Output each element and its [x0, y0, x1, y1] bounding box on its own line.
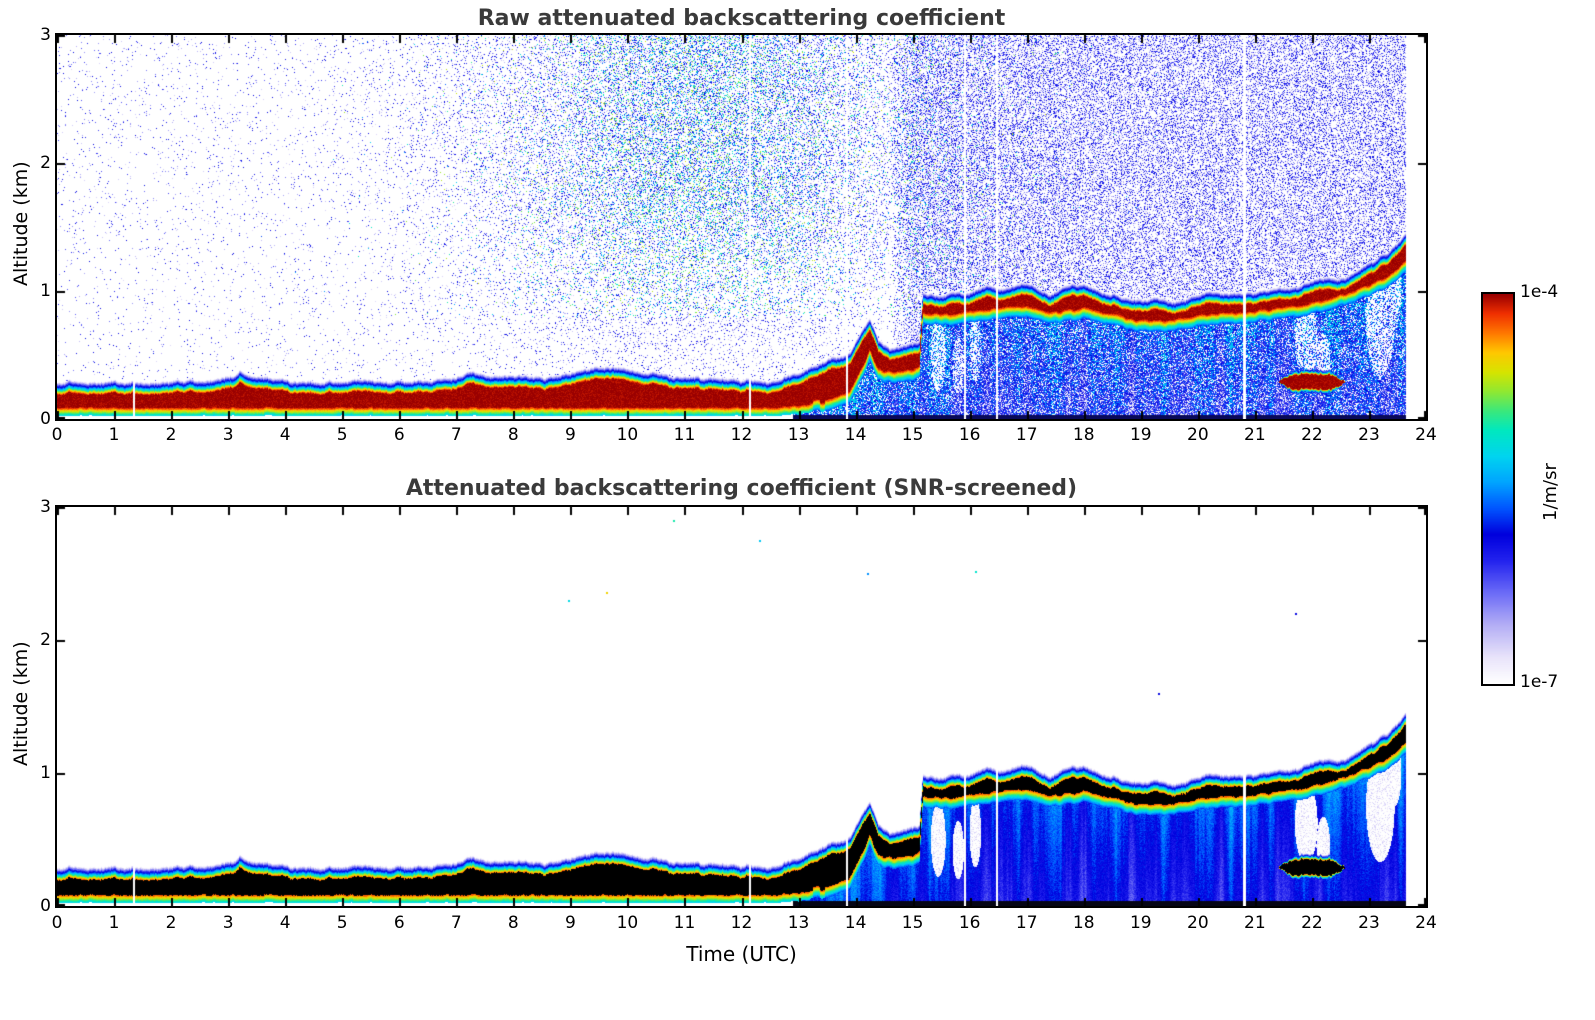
x-tick-label: 20 [1187, 425, 1209, 445]
colorbar-unit-label: 1/m/sr [1540, 463, 1561, 521]
x-tick-label: 10 [616, 913, 639, 933]
x-tick-label: 7 [450, 913, 462, 933]
x-tick-label: 24 [1415, 425, 1437, 445]
raw-heatmap-canvas [57, 35, 1426, 419]
x-tick-label: 9 [564, 425, 576, 445]
y-tick-label: 3 [40, 497, 51, 517]
x-tick-label: 17 [1015, 913, 1038, 933]
x-tick-label: 24 [1415, 913, 1437, 933]
x-tick-label: 8 [507, 425, 519, 445]
y-tick-label: 2 [40, 153, 51, 173]
x-tick-label: 11 [673, 913, 696, 933]
x-tick-label: 17 [1015, 425, 1038, 445]
x-tick-label: 20 [1187, 913, 1209, 933]
x-tick-label: 6 [393, 913, 405, 933]
colorbar [1481, 292, 1515, 686]
x-tick-label: 14 [844, 913, 867, 933]
x-tick-label: 15 [901, 425, 924, 445]
panel1-title: Raw attenuated backscattering coefficien… [477, 6, 1006, 31]
y-tick-label: 2 [40, 630, 51, 650]
x-tick-label: 16 [958, 425, 981, 445]
x-tick-label: 19 [1129, 425, 1152, 445]
x-tick-label: 12 [730, 425, 753, 445]
x-tick-label: 13 [787, 913, 810, 933]
x-axis-label: Time (UTC) [686, 942, 797, 966]
x-tick-label: 7 [450, 425, 462, 445]
panel1-ylabel: Altitude (km) [10, 161, 32, 286]
x-tick-label: 11 [673, 425, 696, 445]
y-tick-label: 3 [40, 25, 51, 45]
x-tick-label: 16 [958, 913, 981, 933]
x-tick-label: 18 [1072, 913, 1095, 933]
x-tick-label: 23 [1358, 913, 1380, 933]
colorbar-max-label: 1e-4 [1520, 282, 1559, 302]
x-tick-label: 19 [1129, 913, 1152, 933]
colorbar-min-label: 1e-7 [1520, 672, 1559, 692]
x-tick-label: 0 [51, 913, 63, 933]
panel2-ylabel: Altitude (km) [10, 641, 32, 766]
x-tick-label: 4 [279, 913, 291, 933]
x-tick-label: 22 [1301, 913, 1323, 933]
x-tick-label: 21 [1244, 913, 1266, 933]
x-tick-label: 1 [108, 913, 120, 933]
x-tick-label: 5 [336, 425, 348, 445]
x-tick-label: 12 [730, 913, 753, 933]
x-tick-label: 1 [108, 425, 120, 445]
x-tick-label: 3 [222, 425, 234, 445]
colorbar-gradient [1483, 294, 1513, 684]
x-tick-label: 23 [1358, 425, 1380, 445]
x-tick-label: 18 [1072, 425, 1095, 445]
x-tick-label: 2 [165, 425, 177, 445]
x-tick-label: 21 [1244, 425, 1266, 445]
x-tick-label: 6 [393, 425, 405, 445]
y-tick-label: 0 [40, 409, 51, 429]
y-tick-label: 1 [40, 763, 51, 783]
screened-heatmap-canvas [57, 507, 1426, 906]
panel2-title: Attenuated backscattering coefficient (S… [405, 476, 1078, 501]
x-tick-label: 10 [616, 425, 639, 445]
x-tick-label: 2 [165, 913, 177, 933]
y-tick-label: 0 [40, 896, 51, 916]
x-tick-label: 5 [336, 913, 348, 933]
x-tick-label: 14 [844, 425, 867, 445]
x-tick-label: 4 [279, 425, 291, 445]
panel2-plot-area [55, 505, 1428, 908]
y-tick-label: 1 [40, 281, 51, 301]
x-tick-label: 15 [901, 913, 924, 933]
x-tick-label: 0 [51, 425, 63, 445]
panel1-plot-area [55, 33, 1428, 421]
x-tick-label: 22 [1301, 425, 1323, 445]
x-tick-label: 13 [787, 425, 810, 445]
x-tick-label: 8 [507, 913, 519, 933]
x-tick-label: 3 [222, 913, 234, 933]
x-tick-label: 9 [564, 913, 576, 933]
